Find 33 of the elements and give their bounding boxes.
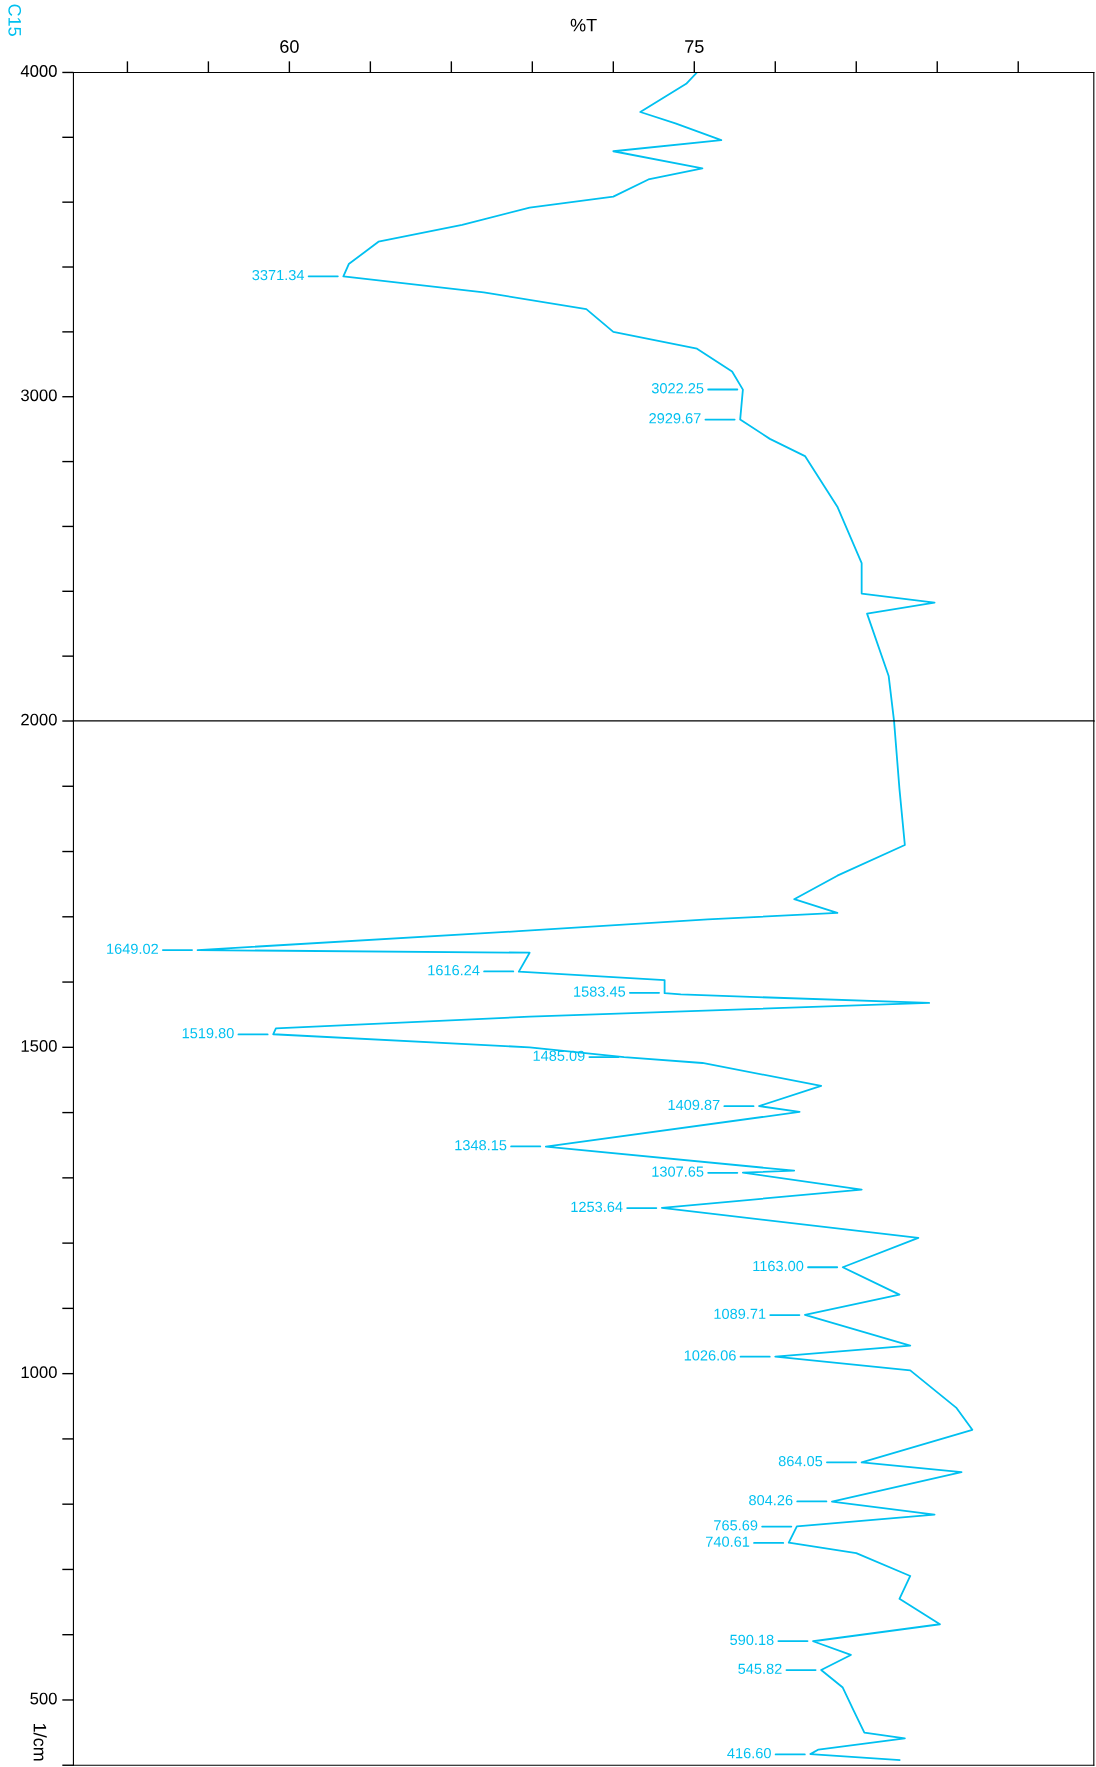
annotation: 765.69	[714, 1520, 758, 1531]
annotation: 1307.65	[652, 1166, 704, 1177]
annotation: 740.61	[706, 1536, 750, 1547]
y-tick-label: 4000	[20, 65, 57, 77]
x-tick-label: 60	[280, 40, 299, 53]
annotation: 864.05	[778, 1455, 823, 1467]
y-axis-title: 1/cm	[33, 1723, 47, 1761]
annotation: 1026.06	[684, 1350, 736, 1361]
text: C15	[8, 4, 22, 36]
annotation: 545.82	[738, 1663, 782, 1674]
annotation: 1519.80	[182, 1027, 234, 1039]
annotation: 2929.67	[649, 413, 701, 424]
annotation: 3022.25	[651, 383, 704, 394]
annotation: 1616.24	[428, 965, 480, 976]
annotation: 1089.71	[714, 1308, 766, 1320]
annotation: 590.18	[730, 1634, 774, 1646]
y-tick-label: 2000	[21, 713, 57, 726]
y-tick-label: 3000	[21, 389, 57, 402]
y-tick-label: 1500	[21, 1039, 57, 1052]
annotation: 1583.45	[574, 986, 626, 997]
annotation: 3371.34	[252, 269, 305, 281]
y-tick-label: 500	[30, 1692, 57, 1705]
x-axis-title: %T	[570, 18, 597, 32]
annotation: 1649.02	[107, 943, 158, 954]
x-tick-label: 75	[685, 40, 704, 53]
annotation: 804.26	[749, 1494, 793, 1506]
y-tick-label: 1000	[21, 1366, 57, 1379]
annotation: 1485.09	[533, 1050, 585, 1061]
annotation: 1409.87	[668, 1099, 720, 1111]
annotation: 416.60	[727, 1747, 771, 1759]
annotation: 1253.64	[571, 1201, 623, 1213]
annotation: 1163.00	[753, 1260, 804, 1272]
annotation: 1348.15	[455, 1140, 507, 1151]
